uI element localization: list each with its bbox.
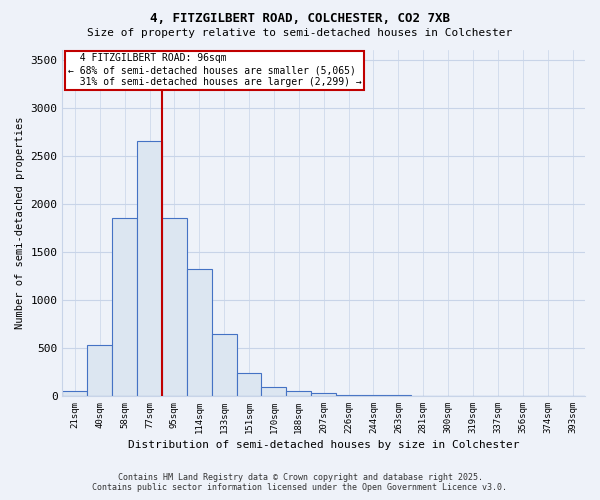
Bar [336,394,361,396]
Bar [137,142,162,396]
Bar [361,395,386,396]
X-axis label: Distribution of semi-detached houses by size in Colchester: Distribution of semi-detached houses by … [128,440,520,450]
Y-axis label: Number of semi-detached properties: Number of semi-detached properties [15,116,25,329]
Bar [162,218,187,396]
Bar [286,390,311,396]
Bar [236,373,262,396]
Text: 4, FITZGILBERT ROAD, COLCHESTER, CO2 7XB: 4, FITZGILBERT ROAD, COLCHESTER, CO2 7XB [150,12,450,26]
Text: Contains HM Land Registry data © Crown copyright and database right 2025.
Contai: Contains HM Land Registry data © Crown c… [92,473,508,492]
Bar [262,388,286,396]
Bar [88,345,112,396]
Bar [212,334,236,396]
Bar [187,269,212,396]
Bar [112,218,137,396]
Text: Size of property relative to semi-detached houses in Colchester: Size of property relative to semi-detach… [88,28,512,38]
Text: 4 FITZGILBERT ROAD: 96sqm
← 68% of semi-detached houses are smaller (5,065)
  31: 4 FITZGILBERT ROAD: 96sqm ← 68% of semi-… [68,54,361,86]
Bar [62,391,88,396]
Bar [311,392,336,396]
